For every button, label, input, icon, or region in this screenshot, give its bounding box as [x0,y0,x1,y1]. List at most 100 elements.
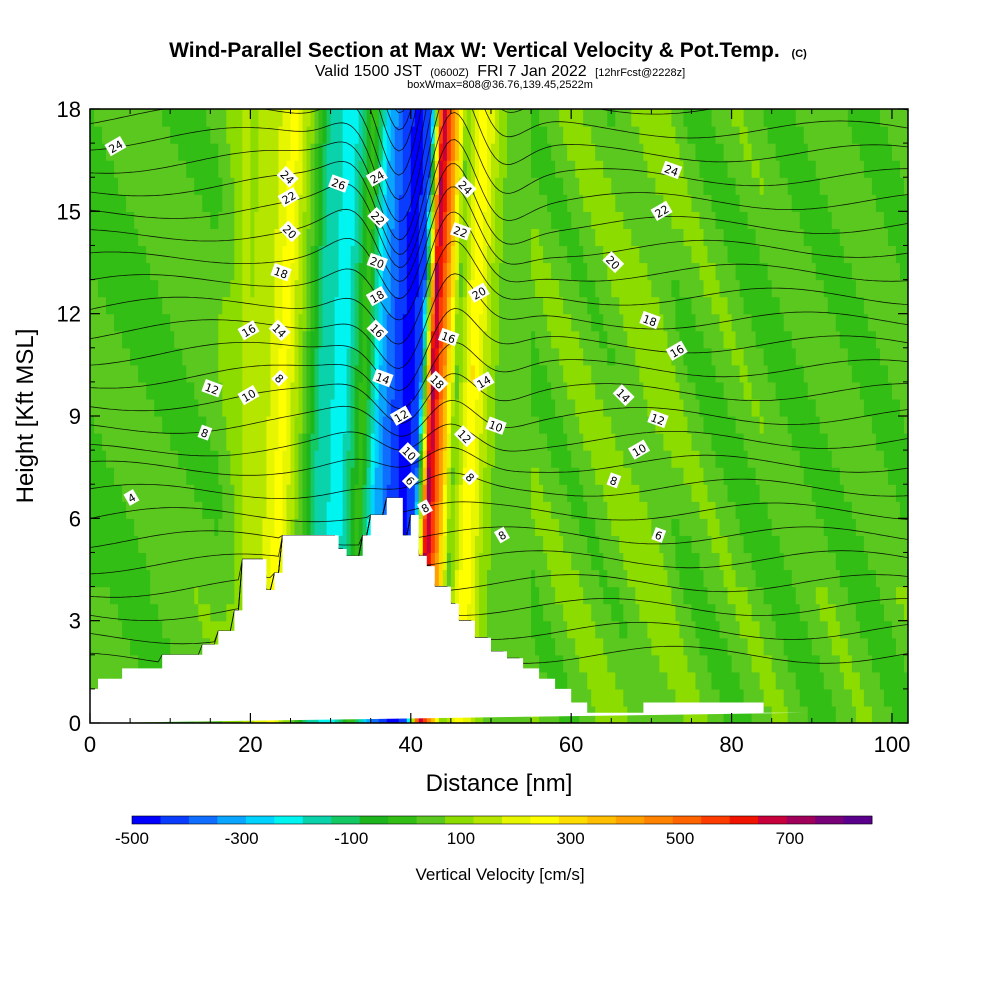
heat-cell [218,211,223,229]
heat-cell [166,347,171,366]
heat-cell [202,330,207,349]
heat-cell [422,143,428,161]
heat-cell [543,535,548,554]
heat-cell [90,211,95,229]
heat-cell [507,398,512,417]
heat-cell [130,262,135,281]
heat-cell [374,245,380,264]
heat-cell [178,433,183,451]
heat-cell [162,620,167,639]
heat-cell [90,330,95,349]
heat-cell [567,501,572,519]
heat-cell [418,262,424,281]
heat-cell [607,296,612,315]
heat-cell [555,433,560,451]
heat-cell [591,637,596,656]
heat-cell [519,177,524,195]
heat-cell [462,450,468,468]
heat-cell [547,467,552,485]
heat-cell [627,501,632,519]
heat-cell [519,637,524,656]
heat-cell [623,228,628,247]
heat-cell [611,143,616,161]
heat-cell [166,535,171,554]
heat-cell [366,160,372,178]
heat-cell [507,552,512,571]
heat-cell [607,347,612,366]
heat-cell [122,245,127,264]
heat-cell [639,450,644,468]
heat-cell [126,501,131,519]
heat-cell [611,552,616,571]
heat-cell [426,450,432,468]
heat-cell [114,603,119,622]
heat-cell [146,518,151,536]
heat-cell [226,416,231,434]
heat-cell [555,194,560,212]
heat-cell [635,347,640,366]
heat-cell [603,518,608,536]
heat-cell [266,364,272,383]
heat-cell [250,535,255,554]
heat-cell [90,279,95,298]
heat-cell [466,552,472,571]
heat-cell [535,228,540,247]
heat-cell [302,126,308,144]
heat-cell [438,416,444,434]
heat-cell [402,177,408,195]
heat-cell [290,484,296,502]
heat-cell [615,313,620,332]
heat-cell [258,211,264,229]
heat-cell [434,347,440,366]
heat-cell [370,467,376,485]
heat-cell [138,535,143,554]
heat-cell [238,364,243,383]
heat-cell [222,450,227,468]
heat-cell [110,228,115,247]
heat-cell [414,381,420,400]
heat-cell [154,586,159,605]
heat-cell [206,330,211,349]
heat-cell [274,501,280,519]
heat-cell [234,450,239,468]
heat-cell [306,450,312,468]
heat-cell [390,211,396,229]
heat-cell [118,211,123,229]
heat-cell [607,416,612,434]
heat-cell [178,228,183,247]
heat-cell [106,398,111,417]
heat-cell [146,296,151,315]
heat-cell [410,296,416,315]
heat-cell [470,330,476,349]
heat-cell [466,296,472,315]
heat-cell [539,228,544,247]
heat-cell [607,637,612,656]
heat-cell [639,296,644,315]
heat-cell [418,484,424,502]
heat-cell [166,569,171,588]
heat-cell [234,330,239,349]
heat-cell [202,433,207,451]
heat-cell [527,160,532,178]
heat-cell [206,126,211,144]
heat-cell [519,620,524,639]
heat-cell [162,364,167,383]
heat-cell [438,143,444,161]
heat-cell [362,381,368,400]
heat-cell [182,313,187,332]
heat-cell [378,194,384,212]
valid-date: FRI 7 Jan 2022 [477,63,587,80]
heat-cell [234,364,239,383]
heat-cell [290,501,296,519]
heat-cell [306,177,312,195]
heat-cell [422,398,428,417]
heat-cell [519,228,524,247]
heat-cell [382,330,388,349]
heat-cell [631,381,636,400]
heat-cell [254,245,260,264]
heat-cell [254,398,260,417]
heat-cell [294,518,300,536]
heat-cell [490,245,496,264]
heat-cell [326,364,332,383]
heat-cell [126,177,131,195]
